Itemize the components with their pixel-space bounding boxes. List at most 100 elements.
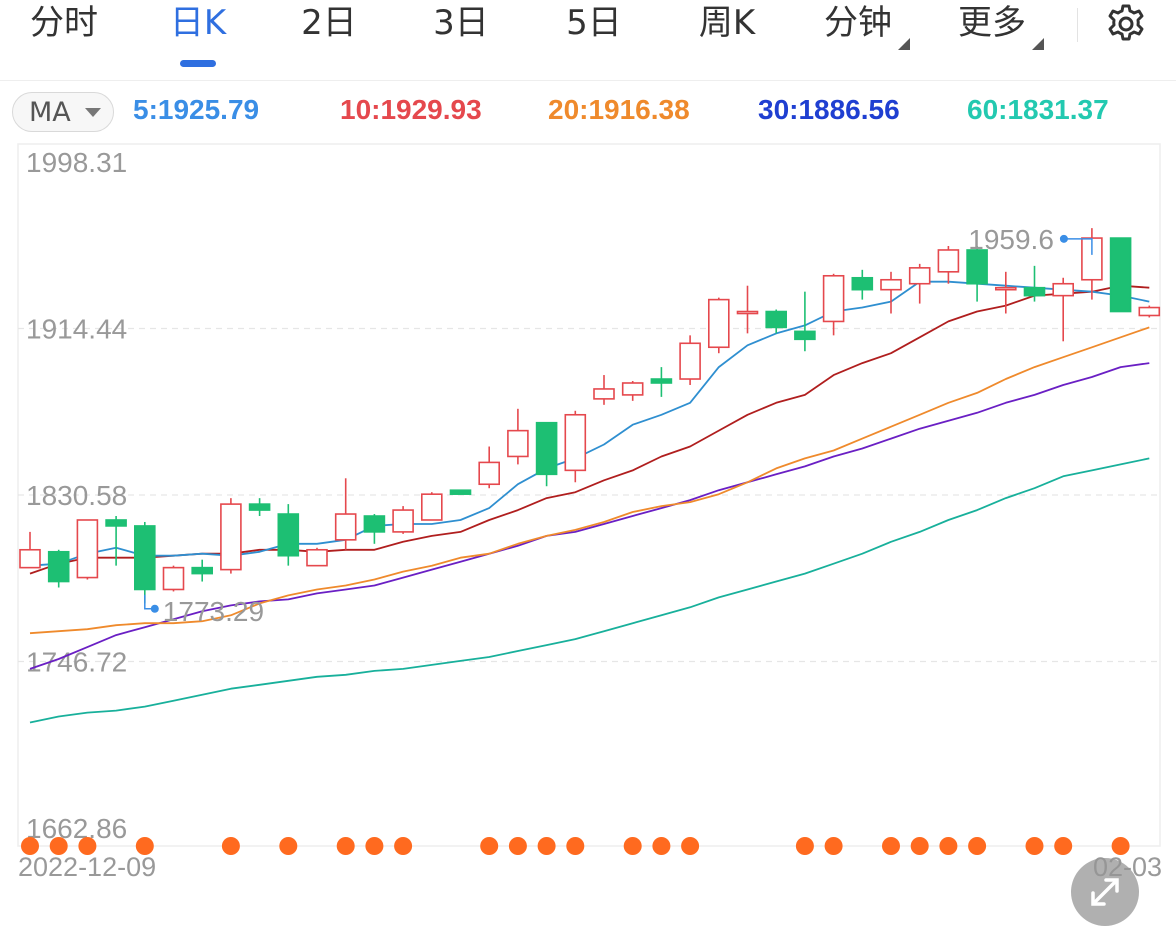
expand-arrows-icon [1091, 878, 1119, 906]
candle-body [535, 421, 558, 476]
down-candle [191, 559, 213, 582]
event-marker-dot [939, 837, 958, 855]
down-candle [966, 246, 988, 302]
down-candle [248, 498, 271, 517]
candle-body [277, 513, 300, 557]
ma-indicator-selector[interactable]: MA [12, 92, 114, 132]
event-marker-dot [795, 837, 814, 855]
candle-body [1023, 286, 1046, 297]
event-marker-dot [78, 837, 97, 855]
up-candle [162, 565, 185, 592]
candle-body [134, 525, 156, 591]
down-candle [1109, 237, 1132, 313]
y-tick-label: 1830.58 [26, 480, 127, 511]
up-candle [306, 547, 328, 567]
max-marker-leader [1063, 238, 1093, 255]
up-candle [564, 410, 587, 483]
candle-body [994, 286, 1017, 291]
event-marker-dot [537, 837, 556, 855]
candle-body [564, 413, 587, 472]
tab-5-day[interactable]: 5日 [566, 3, 622, 43]
up-candle [334, 478, 357, 550]
ma-selector-label: MA [29, 97, 71, 128]
up-candle [593, 375, 615, 405]
up-candle [420, 492, 443, 521]
event-marker-dot [480, 837, 499, 855]
down-candle [650, 367, 673, 397]
down-candle [47, 549, 70, 588]
candle-body [650, 378, 673, 384]
minute-dropdown-caret-icon [898, 38, 910, 50]
extreme-markers: 1959.6 1773.29 [144, 224, 1093, 627]
candle-body [1081, 237, 1103, 281]
event-marker-dot [566, 837, 585, 855]
up-candle [478, 446, 501, 489]
candle-body [765, 310, 788, 329]
event-marker-dot [882, 837, 900, 855]
down-candle [851, 269, 874, 300]
up-candle [880, 271, 902, 314]
event-marker-dot [824, 837, 843, 855]
ma10-value: 10:1929.93 [340, 94, 482, 125]
y-tick-label: 1662.86 [26, 813, 127, 844]
candle-body [220, 503, 242, 571]
up-candle [937, 246, 960, 284]
down-candle [105, 516, 127, 566]
ma20-value: 20:1916.38 [548, 94, 690, 125]
ma20-line [29, 326, 1150, 635]
tab-weekly-k[interactable]: 周K [698, 3, 756, 43]
candle-body [736, 310, 759, 315]
down-candle [363, 514, 386, 544]
gear-icon[interactable] [1104, 2, 1148, 46]
candle-body [105, 519, 127, 527]
up-candle [76, 519, 99, 580]
y-tick-label: 1914.44 [26, 314, 127, 345]
down-candle [794, 291, 816, 352]
ma60-value: 60:1831.37 [967, 94, 1109, 125]
event-marker-dot [652, 837, 671, 855]
ma5-line [29, 280, 1150, 567]
up-candle [1052, 277, 1074, 342]
ma10-line [29, 284, 1150, 575]
tab-more[interactable]: 更多 [958, 3, 1026, 43]
ma5-value: 5:1925.79 [133, 94, 260, 125]
event-marker-dot [508, 837, 527, 855]
event-marker-dot [221, 837, 240, 855]
event-marker-dot [1025, 837, 1044, 855]
tab-minute[interactable]: 分钟 [824, 3, 892, 43]
candle-body [306, 548, 328, 567]
up-candle [679, 335, 701, 385]
ma60-line [29, 457, 1150, 724]
candle-body [1052, 282, 1074, 297]
candle-body [478, 461, 501, 486]
up-candle [621, 381, 644, 401]
event-marker-dot [21, 837, 39, 855]
candle-body [191, 566, 213, 575]
up-candle [908, 263, 931, 304]
tab-daily-k[interactable]: 日K [169, 3, 227, 43]
y-axis-labels: 1998.31 1914.44 1830.58 1746.72 1662.86 [26, 147, 127, 844]
min-marker-dot [150, 604, 159, 613]
up-candle [507, 408, 529, 465]
event-marker-dot [1054, 837, 1073, 855]
candle-body [392, 509, 414, 533]
fullscreen-button[interactable] [1071, 858, 1139, 926]
event-marker-dot [910, 837, 929, 855]
active-tab-indicator [180, 60, 216, 67]
candle-body [621, 382, 644, 396]
event-marker-dot [279, 837, 298, 855]
tab-3-day[interactable]: 3日 [433, 3, 489, 43]
max-marker-label: 1959.6 [968, 224, 1054, 255]
event-marker-dot [135, 837, 154, 855]
down-candle [1023, 265, 1046, 302]
max-marker-dot [1059, 234, 1068, 243]
event-marker-dot [336, 837, 355, 855]
ma30-line [29, 362, 1150, 670]
tab-2-day[interactable]: 2日 [301, 3, 357, 43]
candle-body [248, 503, 271, 511]
candle-body [507, 429, 529, 458]
event-marker-dot [623, 837, 642, 855]
tab-timeshare[interactable]: 分时 [30, 3, 98, 43]
y-tick-label: 1998.31 [26, 147, 127, 178]
kline-chart[interactable]: 1998.31 1914.44 1830.58 1746.72 1662.86 … [0, 140, 1176, 926]
